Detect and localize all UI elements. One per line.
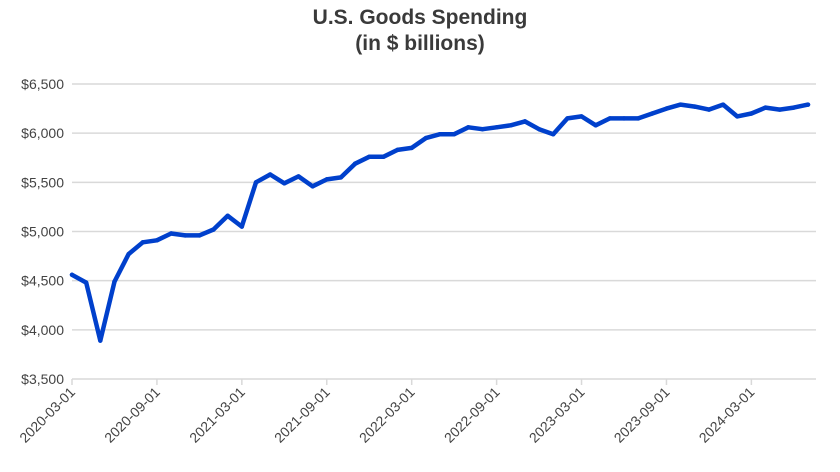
data-point [551, 131, 556, 137]
data-point [692, 104, 697, 109]
data-point [296, 174, 301, 179]
data-point [494, 125, 499, 130]
y-tick-label: $4,500 [21, 273, 64, 289]
data-point [83, 280, 89, 285]
data-point [735, 114, 740, 119]
data-point [621, 116, 627, 121]
data-point [607, 116, 613, 121]
y-tick-label: $5,000 [21, 224, 64, 240]
data-point [664, 106, 669, 111]
x-tick-label: 2020-03-01 [16, 384, 78, 446]
y-tick-label: $4,000 [21, 322, 64, 338]
data-point [98, 338, 103, 343]
data-point [466, 125, 471, 130]
data-point [154, 238, 160, 243]
data-point [678, 102, 683, 107]
data-point [381, 154, 386, 159]
data-point [565, 116, 570, 121]
data-point [126, 251, 131, 257]
data-point [749, 111, 754, 116]
y-tick-label: $3,500 [21, 371, 64, 387]
data-point [253, 180, 259, 185]
x-tick-label: 2023-03-01 [526, 384, 588, 446]
data-point [480, 127, 485, 132]
data-point [522, 119, 528, 124]
data-point [508, 123, 513, 128]
data-point [593, 123, 598, 128]
data-point [763, 105, 768, 110]
data-point [211, 227, 216, 232]
data-point [69, 272, 75, 277]
data-point [267, 172, 273, 177]
data-point [791, 105, 797, 110]
data-point [777, 107, 782, 112]
data-point [650, 111, 655, 116]
y-tick-label: $6,500 [21, 76, 64, 92]
data-point [395, 147, 400, 153]
data-point [352, 161, 358, 166]
data-point [168, 231, 174, 236]
data-point [367, 154, 372, 159]
data-point [183, 233, 188, 238]
data-point [112, 279, 117, 284]
data-point [579, 114, 584, 119]
data-point [536, 127, 542, 132]
data-point [225, 213, 230, 218]
x-tick-label: 2023-09-01 [611, 384, 673, 446]
data-point [805, 102, 811, 107]
x-tick-label: 2022-03-01 [356, 384, 418, 446]
data-point [706, 107, 712, 112]
x-tick-label: 2020-09-01 [101, 384, 163, 446]
data-point [239, 224, 245, 229]
data-point [409, 145, 414, 151]
data-point [324, 177, 329, 182]
y-tick-label: $5,500 [21, 174, 64, 190]
data-point [310, 184, 315, 189]
series-line [69, 102, 811, 343]
data-point [635, 116, 641, 121]
data-point [451, 131, 457, 137]
data-point [720, 102, 726, 107]
x-tick-label: 2021-09-01 [271, 384, 333, 446]
chart-subtitle: (in $ billions) [355, 32, 485, 55]
x-tick-label: 2021-03-01 [186, 384, 248, 446]
data-point [140, 240, 145, 245]
x-tick-label: 2024-03-01 [696, 384, 758, 446]
data-point [282, 181, 287, 186]
y-tick-label: $6,000 [21, 125, 64, 141]
data-point [338, 175, 344, 180]
data-point [437, 131, 443, 137]
data-point [423, 135, 429, 141]
x-tick-label: 2022-09-01 [441, 384, 503, 446]
chart-title: U.S. Goods Spending [312, 6, 528, 29]
data-point [197, 233, 202, 238]
